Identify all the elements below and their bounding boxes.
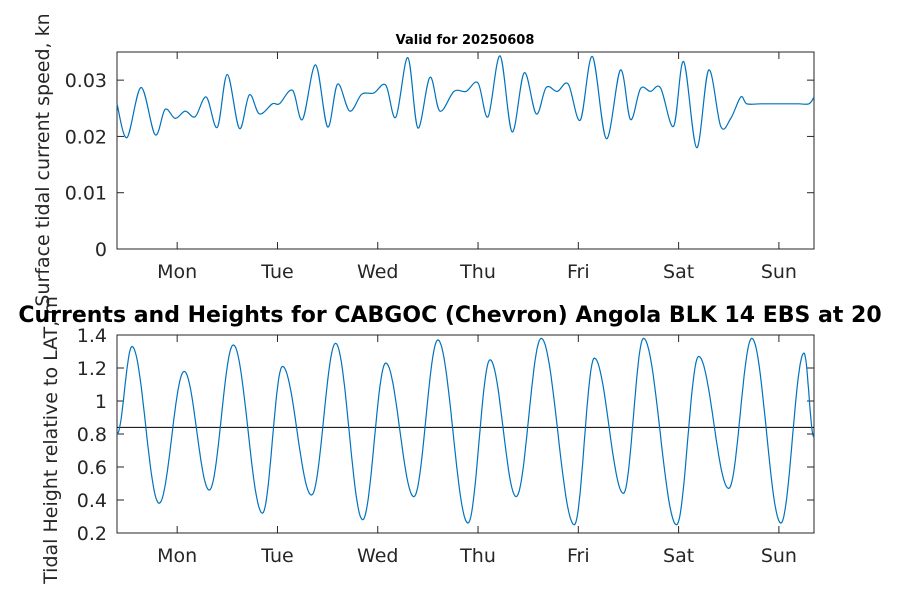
current-speed-y-tick-label: 0 (95, 239, 107, 261)
current-speed-x-tick-label: Tue (260, 261, 293, 283)
current-speed-x-tick-label: Sat (663, 261, 694, 283)
tidal-height-y-tick-label: 1.4 (77, 325, 107, 347)
current-speed-y-ticks: 0 0.01 0.02 0.03 (65, 70, 814, 261)
tidal-height-chart-title: Currents and Heights for CABGOC (Chevron… (18, 303, 881, 328)
tidal-height-x-ticks: Mon Tue Wed Thu Fri Sat Sun (157, 335, 797, 567)
current-speed-y-tick-label: 0.01 (65, 183, 107, 205)
current-speed-plot-frame (116, 51, 815, 250)
tidal-height-chart: 0.2 0.4 0.6 0.8 1 1.2 1.4 Mon Tue Wed Thu Fri Sat Su… (18, 296, 881, 585)
tidal-height-y-tick-label: 0.8 (77, 424, 107, 446)
tidal-height-y-tick-label: 1.2 (77, 358, 107, 380)
tidal-height-y-tick-label: 0.2 (77, 523, 107, 545)
tidal-height-x-tick-label: Mon (157, 545, 197, 567)
tidal-height-y-ticks: 0.2 0.4 0.6 0.8 1 1.2 1.4 (77, 325, 814, 545)
tidal-height-series-line (116, 337, 815, 526)
current-speed-y-tick-label: 0.02 (65, 126, 107, 148)
current-speed-x-tick-label: Wed (357, 261, 398, 283)
current-speed-x-tick-label: Sun (761, 261, 797, 283)
tidal-height-y-tick-label: 0.6 (77, 457, 107, 479)
tidal-height-y-tick-label: 0.4 (77, 490, 107, 512)
tidal-height-y-tick-label: 1 (95, 391, 107, 413)
current-speed-x-tick-label: Fri (567, 261, 590, 283)
tidal-height-y-axis-label: Tidal Height relative to LAT, m (40, 296, 62, 585)
current-speed-x-tick-label: Mon (157, 261, 197, 283)
current-speed-series-line (116, 55, 815, 149)
current-speed-y-axis-label: Surface tidal current speed, kn (32, 13, 54, 306)
tidal-height-x-tick-label: Fri (567, 545, 590, 567)
tidal-height-x-tick-label: Sat (663, 545, 694, 567)
tidal-height-x-tick-label: Sun (761, 545, 797, 567)
current-speed-chart: Valid for 20250608 0 0.01 0.02 0.03 Mon Tue W… (32, 13, 815, 307)
tidal-height-x-tick-label: Thu (459, 545, 496, 567)
current-speed-y-tick-label: 0.03 (65, 70, 107, 92)
current-speed-x-ticks: Mon Tue Wed Thu Fri Sat Sun (157, 52, 797, 283)
tidal-height-x-tick-label: Wed (357, 545, 398, 567)
tidal-height-x-tick-label: Tue (260, 545, 293, 567)
current-speed-x-tick-label: Thu (459, 261, 496, 283)
current-speed-chart-title: Valid for 20250608 (396, 33, 535, 48)
